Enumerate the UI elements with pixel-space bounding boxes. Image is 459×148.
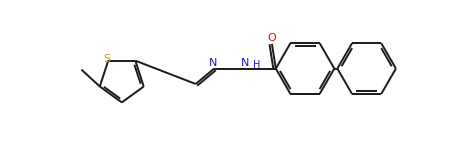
Text: S: S <box>103 54 110 64</box>
Text: N: N <box>208 58 216 68</box>
Text: H: H <box>252 61 259 70</box>
Text: N: N <box>240 58 249 68</box>
Text: O: O <box>267 33 276 43</box>
